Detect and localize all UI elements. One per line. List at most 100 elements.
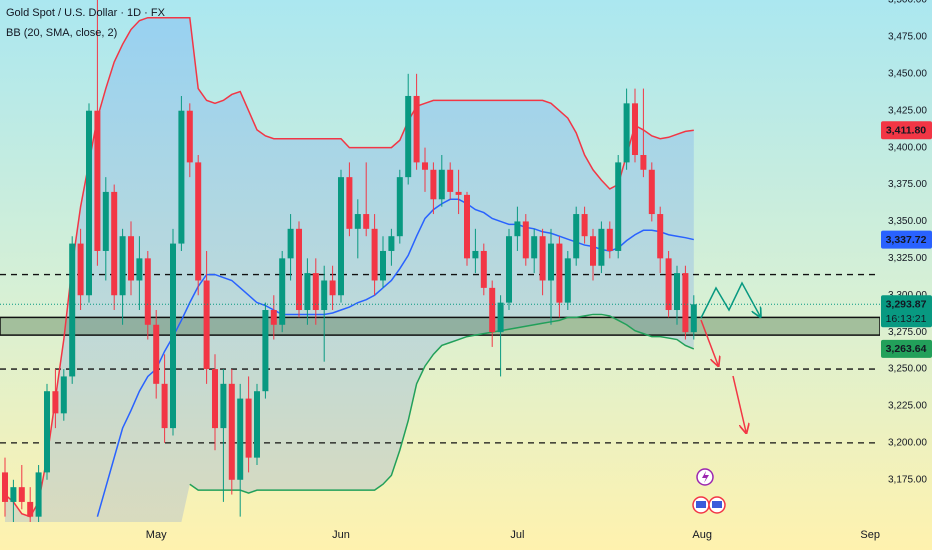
band-fill [5, 17, 694, 522]
band-line [189, 313, 695, 494]
red-arrow [700, 319, 718, 365]
candle-body [153, 324, 160, 384]
y-tick-label: 3,375.00 [888, 179, 927, 190]
plot-area [0, 0, 880, 522]
y-tick-label: 3,350.00 [888, 216, 927, 227]
candle-body [10, 487, 17, 502]
y-tick-label: 3,275.00 [888, 327, 927, 338]
candle-body [178, 110, 185, 244]
candle-body [388, 236, 395, 251]
price-tags: 3,411.80 3,337.72 3,263.64 3,293.87 16:13:21 [881, 121, 932, 358]
chart-title: Gold Spot / U.S. Dollar · 1D · FX [6, 7, 166, 19]
candle-body [245, 398, 252, 458]
y-tick-label: 3,500.00 [888, 0, 927, 6]
candle-body [480, 250, 487, 288]
candle-body [489, 287, 496, 333]
y-tick-label: 3,200.00 [888, 438, 927, 449]
indicator-label: BB (20, SMA, close, 2) [6, 27, 117, 39]
y-tick-label: 3,450.00 [888, 68, 927, 79]
price-tag-label: 3,293.87 [886, 299, 927, 311]
candle-body [657, 214, 664, 259]
candle-body [514, 221, 521, 237]
candle-body [405, 95, 412, 178]
candle-body [304, 273, 311, 311]
candle-body [119, 236, 126, 296]
candle-body [363, 214, 370, 229]
countdown-label: 16:13:21 [886, 313, 927, 325]
candle-body [632, 103, 638, 156]
candle-body [136, 258, 143, 281]
candle-body [615, 162, 622, 251]
candle-body [102, 191, 109, 251]
candle-body [506, 236, 512, 303]
y-tick-label: 3,250.00 [888, 364, 927, 375]
band-line [4, 16, 694, 518]
candle-body [296, 228, 302, 311]
candle-body [52, 391, 59, 414]
candle-body [464, 194, 470, 259]
candle-body [346, 177, 353, 229]
candle-body [564, 258, 571, 303]
price-tag [881, 121, 932, 140]
green-arrow [700, 281, 760, 318]
candle-body [396, 177, 403, 237]
candle-body [18, 487, 25, 502]
candle-body [430, 169, 437, 200]
candle-body [497, 302, 504, 333]
candle-body [623, 103, 630, 163]
y-tick-label: 3,400.00 [888, 142, 927, 153]
candle-body [354, 214, 361, 229]
candle-body [682, 273, 689, 333]
candle-body [665, 258, 672, 311]
candle-body [111, 191, 118, 296]
price-tag-label: 3,337.72 [886, 234, 927, 246]
candle-body [573, 214, 580, 259]
event-icon [712, 501, 722, 508]
candle-body [447, 169, 454, 192]
x-tick-label: Jul [510, 529, 524, 541]
x-tick-label: Jun [332, 529, 350, 541]
candle-body [380, 250, 386, 281]
candle-body [203, 280, 210, 370]
price-tag-label: 3,263.64 [886, 343, 927, 355]
candle-body [44, 391, 50, 473]
candle-body [338, 177, 344, 296]
candle-body [2, 472, 8, 502]
candle-body [422, 162, 428, 170]
candle-body [548, 243, 554, 281]
candle-body [35, 472, 42, 517]
y-tick-label: 3,475.00 [888, 32, 927, 43]
candle-body [60, 376, 67, 414]
candle-body [455, 191, 462, 195]
candle-body [262, 310, 269, 392]
projection-arrows [700, 281, 760, 432]
candle-body [674, 273, 680, 311]
candle-body [94, 110, 101, 251]
candle-body [27, 501, 34, 517]
candle-body [690, 304, 697, 333]
candle-body [144, 258, 151, 325]
price-tag [881, 230, 932, 249]
price-tag [881, 339, 932, 358]
candle-body [186, 110, 193, 163]
candle-body [212, 369, 218, 429]
candle-body [270, 310, 277, 325]
candle-body [237, 398, 244, 480]
y-tick-label: 3,225.00 [888, 401, 927, 412]
event-icon [702, 471, 709, 483]
x-tick-label: Aug [692, 529, 712, 541]
event-icon [696, 501, 706, 508]
candle-body [329, 280, 336, 296]
candle-body [598, 228, 605, 266]
candle-body [472, 250, 479, 259]
candle-body [228, 383, 235, 480]
candle-body [321, 280, 328, 311]
support-zone [0, 316, 880, 336]
y-tick-label: 3,425.00 [888, 105, 927, 116]
candle-body [606, 228, 613, 251]
candle-body [438, 169, 445, 200]
candle-body [220, 383, 227, 429]
candle-body [581, 214, 588, 237]
candle-body [531, 236, 538, 259]
